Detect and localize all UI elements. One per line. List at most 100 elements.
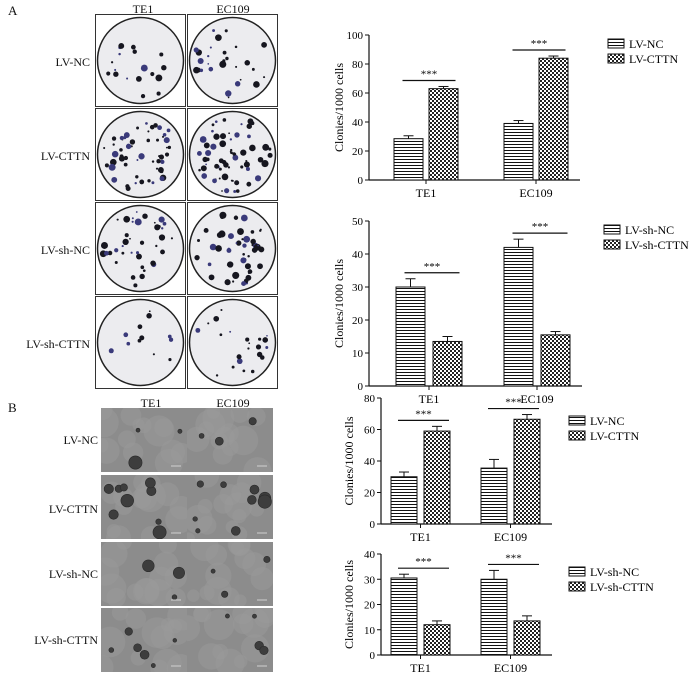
colony-plate-image: [95, 108, 186, 201]
y-axis-label: Clonies/1000 cells: [342, 560, 356, 649]
y-tick-label: 30: [352, 282, 364, 294]
colony-plate-image: [95, 202, 186, 295]
panel-b-row-lv-cttn: LV-CTTN: [48, 502, 98, 516]
significance-stars: ***: [415, 556, 432, 568]
soft-agar-colony-image: [187, 475, 273, 539]
y-tick-label: 30: [364, 574, 376, 586]
soft-agar-colony-image: [101, 408, 187, 472]
significance-stars: ***: [505, 552, 522, 564]
colony-plate-image: [95, 296, 186, 389]
soft-agar-colony-image: [187, 608, 273, 672]
soft-agar-colony-image: [187, 408, 273, 472]
colony-plate-image: [187, 108, 278, 201]
y-tick-label: 0: [358, 175, 364, 187]
panel-b-letter: B: [8, 400, 17, 415]
y-tick-label: 20: [352, 146, 364, 158]
bar-lv-nc-te1: [390, 476, 418, 525]
y-tick-label: 50: [352, 216, 364, 228]
bar-lv-sh-nc-ec109: [480, 578, 508, 656]
significance-stars: ***: [424, 261, 441, 273]
legend-swatch: [603, 224, 621, 235]
legend-swatch: [607, 38, 625, 49]
y-tick-label: 80: [364, 393, 376, 405]
y-tick-label: 40: [352, 117, 364, 129]
bar-lv-cttn-te1: [428, 88, 459, 181]
y-tick-label: 0: [358, 381, 364, 393]
bar-lv-sh-nc-te1: [390, 577, 418, 656]
y-tick-label: 0: [370, 519, 376, 531]
y-tick-label: 100: [347, 30, 364, 42]
bar-lv-nc-te1: [393, 138, 424, 181]
soft-agar-colony-image: [187, 542, 273, 606]
panel-a-letter: A: [8, 3, 18, 18]
legend-label: LV-sh-NC: [590, 565, 639, 579]
x-tick-label: EC109: [519, 186, 552, 200]
significance-stars: ***: [415, 408, 432, 420]
panel-a-col-ec109: EC109: [216, 2, 250, 16]
panel-a-row-lv-nc: LV-NC: [55, 55, 90, 69]
panel-a-row-lv-cttn: LV-CTTN: [40, 149, 90, 163]
colony-plate-image: [187, 296, 278, 389]
colony-plate-image: [95, 14, 186, 107]
y-tick-label: 0: [370, 650, 376, 662]
soft-agar-colony-image: [101, 542, 187, 606]
bar-lv-sh-cttn-ec109: [540, 334, 571, 387]
legend-swatch: [568, 566, 586, 577]
panel-a-row-lv-sh-nc: LV-sh-NC: [40, 243, 90, 257]
y-axis-label: Clonies/1000 cells: [332, 63, 346, 152]
x-tick-label: TE1: [416, 186, 437, 200]
y-axis-label: Clonies/1000 cells: [332, 259, 346, 348]
bar-lv-sh-nc-ec109: [503, 246, 534, 387]
y-axis-label: Clonies/1000 cells: [342, 416, 356, 505]
legend-label: LV-sh-CTTN: [625, 238, 689, 252]
colony-plate-image: [187, 14, 278, 107]
bar-lv-sh-cttn-ec109: [513, 620, 541, 656]
y-tick-label: 20: [364, 488, 376, 500]
significance-stars: ***: [421, 68, 438, 80]
soft-agar-colony-image: [101, 475, 187, 539]
legend-label: LV-CTTN: [629, 52, 678, 66]
y-tick-label: 20: [352, 315, 364, 327]
x-tick-label: EC109: [494, 661, 527, 675]
legend-swatch: [568, 581, 586, 592]
y-tick-label: 60: [364, 425, 376, 437]
bar-lv-nc-ec109: [503, 122, 534, 181]
y-tick-label: 20: [364, 600, 376, 612]
panel-b-row-lv-sh-cttn: LV-sh-CTTN: [34, 633, 98, 647]
legend-swatch: [568, 430, 586, 441]
y-tick-label: 40: [352, 249, 364, 261]
soft-agar-colony-image: [101, 608, 187, 672]
y-tick-label: 80: [352, 59, 364, 71]
bar-lv-nc-ec109: [480, 467, 508, 525]
panel-a-col-te1: TE1: [132, 2, 154, 16]
legend-label: LV-sh-CTTN: [590, 580, 654, 594]
y-tick-label: 40: [364, 456, 376, 468]
x-tick-label: TE1: [419, 392, 440, 406]
x-tick-label: TE1: [410, 530, 431, 544]
legend-label: LV-NC: [629, 37, 663, 51]
x-tick-label: EC109: [520, 392, 553, 406]
bar-lv-sh-cttn-te1: [432, 340, 463, 387]
bar-lv-cttn-ec109: [538, 57, 569, 181]
panel-a-row-lv-sh-cttn: LV-sh-CTTN: [26, 337, 90, 351]
bar-lv-cttn-te1: [423, 430, 451, 525]
bar-lv-sh-cttn-te1: [423, 624, 451, 656]
bar-lv-cttn-ec109: [513, 418, 541, 525]
legend-label: LV-sh-NC: [625, 223, 674, 237]
legend-label: LV-CTTN: [590, 429, 639, 443]
y-tick-label: 10: [352, 348, 364, 360]
significance-stars: ***: [531, 38, 548, 50]
colony-plate-image: [187, 202, 278, 295]
legend-swatch: [568, 415, 586, 426]
panel-b-row-lv-nc: LV-NC: [63, 433, 98, 447]
x-tick-label: TE1: [410, 661, 431, 675]
legend-label: LV-NC: [590, 414, 624, 428]
y-tick-label: 40: [364, 549, 376, 561]
significance-stars: ***: [532, 221, 549, 233]
legend-swatch: [603, 239, 621, 250]
panel-b-row-lv-sh-nc: LV-sh-NC: [48, 567, 98, 581]
significance-stars: ***: [505, 397, 522, 409]
bar-lv-sh-nc-te1: [395, 286, 426, 387]
panel-b-col-te1: TE1: [140, 396, 162, 410]
